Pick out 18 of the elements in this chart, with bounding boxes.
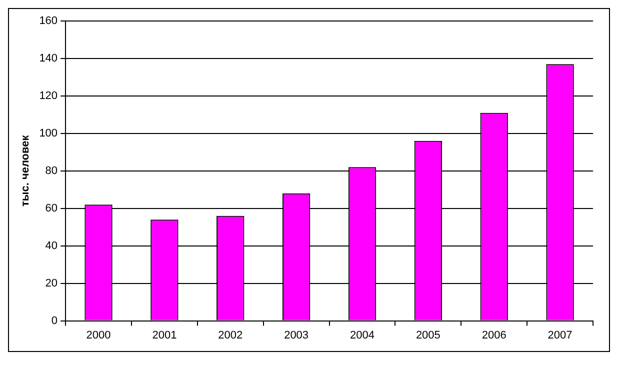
- y-tick-label: 80: [45, 164, 58, 177]
- x-tick-label: 2000: [86, 329, 111, 342]
- x-tick-label: 2001: [152, 329, 177, 342]
- y-tick-label: 140: [39, 52, 58, 65]
- y-tick-label: 160: [39, 15, 58, 28]
- y-tick-label: 20: [45, 277, 58, 290]
- y-tick-label: 120: [39, 90, 58, 102]
- y-tick-label: 0: [51, 314, 58, 327]
- y-axis-title: тыс. человек: [20, 134, 32, 207]
- x-tick-label: 2007: [548, 329, 572, 342]
- x-tick-label: 2006: [482, 329, 506, 342]
- y-tick-label: 60: [45, 202, 58, 214]
- x-tick-label: 2003: [284, 329, 309, 342]
- x-tick-label: 2004: [350, 329, 374, 342]
- x-tick-label: 2005: [416, 329, 440, 342]
- x-tick-label: 2002: [218, 329, 243, 342]
- y-tick-label: 100: [39, 127, 58, 140]
- y-tick-label: 40: [45, 240, 58, 252]
